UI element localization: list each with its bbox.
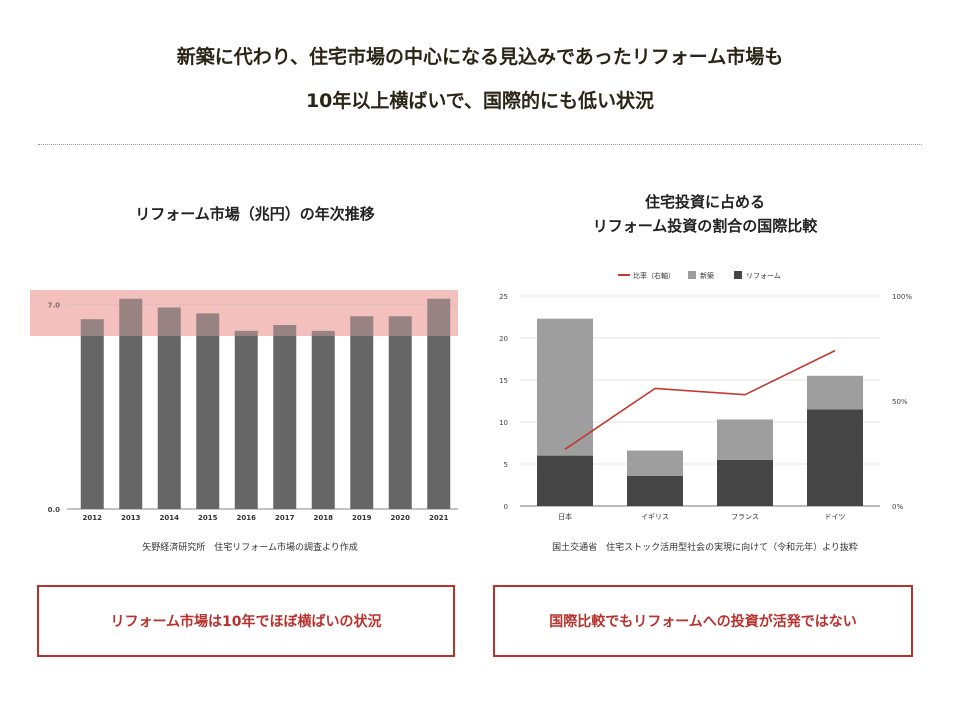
x-tick-label: 2015 [198, 514, 218, 522]
x-tick-label: 2012 [83, 514, 103, 522]
highlight-band-overlay [30, 290, 458, 336]
y-tick-label: 15 [499, 377, 508, 385]
y-tick-label: 25 [499, 293, 508, 301]
right-chart-title: 住宅投資に占める リフォーム投資の割合の国際比較 [500, 190, 910, 238]
bar-フランス-reform [717, 459, 773, 506]
x-tick-label: 日本 [558, 512, 572, 521]
x-tick-label: ドイツ [825, 513, 846, 521]
bar-ドイツ-reform [807, 409, 863, 506]
bar-2016 [234, 330, 258, 509]
bar-2021 [427, 298, 451, 509]
bar-フランス-new [717, 419, 773, 460]
x-tick-label: 2014 [160, 514, 180, 522]
bar-2012 [80, 319, 104, 509]
bar-2020 [388, 316, 412, 509]
x-tick-label: 2017 [275, 514, 295, 522]
x-tick-label: イギリス [641, 513, 669, 521]
left-callout-box: リフォーム市場は10年でほぼ横ばいの状況 [37, 585, 455, 657]
bar-2015 [196, 313, 220, 509]
bar-イギリス-new [627, 450, 683, 476]
x-tick-label: 2020 [391, 514, 411, 522]
left-source-note: 矢野経済研究所 住宅リフォーム市場の調査より作成 [142, 543, 358, 553]
headline-line2: 10年以上横ばいで、国際的にも低い状況 [305, 90, 655, 112]
left-chart-title: リフォーム市場（兆円）の年次推移 [135, 205, 375, 223]
bar-日本-new [537, 318, 593, 456]
x-tick-label: 2018 [314, 514, 334, 522]
x-tick-label: 2013 [121, 514, 141, 522]
bar-2014 [157, 307, 181, 509]
legend-swatch-new [688, 271, 696, 279]
y-tick-label: 10 [499, 419, 508, 427]
legend: 比率（右軸） 新築 リフォーム [618, 271, 781, 280]
x-tick-label: 2019 [352, 514, 372, 522]
bar-ドイツ-new [807, 375, 863, 410]
y2-tick-label: 0% [892, 503, 903, 511]
bar-日本-reform [537, 455, 593, 506]
y-tick-label: 20 [499, 335, 508, 343]
right-chart-title-line2: リフォーム投資の割合の国際比較 [592, 217, 818, 235]
y-tick-label: 7.0 [48, 302, 61, 310]
x-tick-label: 2021 [429, 514, 449, 522]
y-tick-label: 0 [504, 503, 508, 511]
headline-line1: 新築に代わり、住宅市場の中心になる見込みであったリフォーム市場も [176, 46, 784, 68]
bar-2018 [311, 330, 335, 509]
legend-label-reform: リフォーム [746, 272, 781, 280]
y-tick-label: 0.0 [48, 506, 61, 514]
right-source-note: 国土交通省 住宅ストック活用型社会の実現に向けて（令和元年）より抜粋 [552, 543, 858, 553]
right-callout-box: 国際比較でもリフォームへの投資が活発ではない [493, 585, 913, 657]
bar-2019 [350, 316, 374, 509]
bar-イギリス-reform [627, 475, 683, 506]
legend-label-ratio: 比率（右軸） [633, 271, 675, 280]
x-tick-label: フランス [731, 513, 759, 521]
legend-swatch-reform [734, 271, 742, 279]
reform-market-bar-chart: 0.0 7.0 2012 2013 2014 2015 2016 2017 2018 2019 20… [30, 290, 458, 522]
ratio-line [564, 349, 836, 450]
dotted-divider [38, 144, 922, 145]
y2-tick-label: 100% [892, 293, 912, 301]
bar-2013 [119, 298, 143, 509]
international-comparison-chart: 比率（右軸） 新築 リフォーム 0 5 10 15 20 25 0% 50% 100% 日本 イギリス フラ… [499, 271, 912, 521]
x-tick-label: 2016 [237, 514, 257, 522]
y-tick-label: 5 [504, 461, 508, 469]
bar-2017 [273, 325, 297, 509]
right-chart-title-line1: 住宅投資に占める [644, 193, 765, 211]
y2-tick-label: 50% [892, 398, 908, 406]
legend-label-new: 新築 [700, 271, 714, 280]
